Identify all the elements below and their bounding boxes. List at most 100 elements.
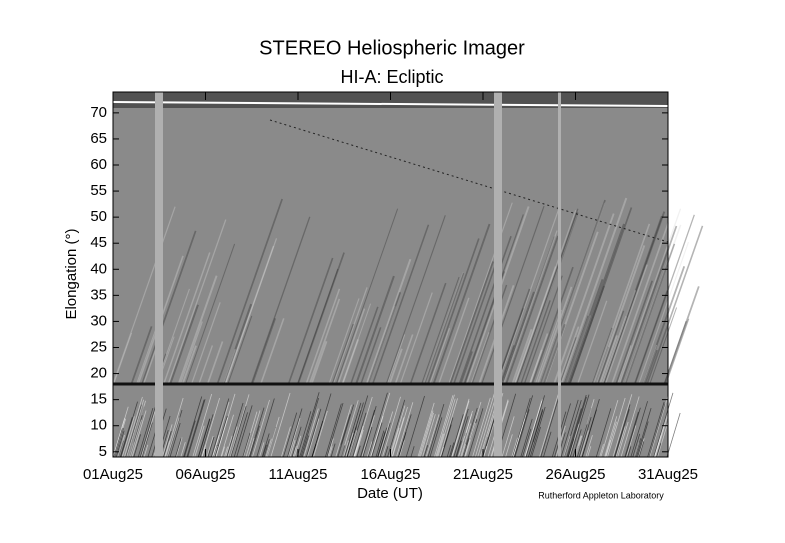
- texture-streak: [313, 410, 328, 458]
- texture-streak: [306, 408, 322, 458]
- texture-streak: [248, 407, 265, 458]
- texture-streak: [601, 316, 628, 385]
- texture-streak: [283, 412, 298, 458]
- texture-streak: [385, 215, 446, 385]
- texture-streak: [175, 438, 182, 458]
- texture-streak: [350, 306, 379, 385]
- texture-streak: [392, 406, 408, 458]
- texture-streak: [125, 404, 143, 458]
- y-axis-label: Elongation (°): [63, 228, 80, 319]
- texture-streak: [665, 318, 690, 385]
- texture-streak: [603, 211, 666, 385]
- texture-streak: [378, 411, 394, 458]
- texture-streak: [557, 326, 580, 385]
- texture-streak: [227, 315, 253, 385]
- texture-streak: [292, 445, 297, 458]
- texture-streak: [427, 403, 445, 458]
- y-tick-label: 45: [90, 234, 107, 251]
- texture-streak: [169, 304, 199, 385]
- texture-streak: [604, 264, 648, 385]
- texture-streak: [560, 399, 579, 458]
- texture-streak: [624, 411, 639, 458]
- texture-streak: [569, 394, 590, 458]
- texture-streak: [252, 399, 270, 458]
- texture-streak: [638, 241, 689, 385]
- data-gap: [494, 92, 502, 457]
- texture-streak: [531, 266, 574, 385]
- texture-streak: [434, 395, 454, 458]
- texture-streak: [201, 445, 206, 458]
- texture-streak: [142, 346, 158, 385]
- texture-streak: [308, 298, 341, 385]
- texture-streak: [365, 258, 412, 385]
- texture-streak: [167, 219, 227, 385]
- texture-streak: [242, 432, 251, 458]
- texture-streak: [440, 417, 454, 458]
- y-tick-label: 70: [90, 104, 107, 121]
- texture-streak: [422, 414, 436, 458]
- texture-streak: [180, 441, 186, 458]
- texture-streak: [353, 396, 373, 458]
- texture-streak: [163, 430, 172, 458]
- y-tick-label: 20: [90, 365, 107, 382]
- texture-streak: [197, 418, 211, 458]
- texture-streak: [638, 441, 645, 458]
- texture-streak: [377, 427, 388, 458]
- texture-streak: [384, 446, 389, 458]
- texture-streak: [594, 346, 610, 385]
- texture-streak: [366, 441, 373, 458]
- texture-streak: [627, 446, 632, 458]
- texture-streak: [216, 198, 283, 385]
- texture-streak: [137, 408, 154, 458]
- texture-streak: [198, 345, 214, 385]
- texture-streak: [184, 420, 196, 458]
- texture-streak: [424, 272, 465, 385]
- texture-streak: [341, 339, 359, 385]
- texture-streak: [638, 438, 645, 458]
- texture-streak: [164, 440, 170, 458]
- texture-streak: [543, 324, 566, 385]
- texture-streak: [524, 399, 543, 458]
- texture-streak: [630, 401, 648, 458]
- texture-streak: [446, 445, 452, 458]
- image-background: [113, 92, 668, 457]
- texture-streak: [229, 394, 250, 458]
- texture-streak: [141, 230, 197, 385]
- texture-streak: [604, 416, 618, 458]
- texture-streak: [222, 303, 253, 385]
- texture-streak: [220, 414, 234, 458]
- texture-streak: [215, 393, 236, 458]
- texture-streak: [580, 430, 589, 458]
- texture-streak: [409, 282, 447, 385]
- texture-streak: [355, 275, 395, 385]
- texture-streak: [529, 406, 546, 458]
- texture-streak: [331, 323, 354, 385]
- texture-streak: [474, 393, 495, 458]
- texture-streak: [300, 397, 320, 458]
- texture-streak: [512, 412, 527, 458]
- texture-streak: [451, 398, 470, 458]
- texture-streak: [449, 442, 455, 458]
- texture-streak: [515, 208, 579, 385]
- texture-streak: [617, 421, 629, 458]
- x-tick-label: 01Aug25: [83, 466, 143, 483]
- texture-streak: [311, 444, 317, 458]
- texture-streak: [604, 439, 611, 458]
- texture-streak: [543, 231, 599, 385]
- texture-streak: [343, 440, 349, 458]
- texture-streak: [418, 410, 434, 458]
- texture-streak: [435, 394, 455, 458]
- texture-streak: [398, 440, 405, 458]
- texture-streak: [592, 223, 651, 385]
- texture-streak: [336, 414, 351, 458]
- texture-streak: [458, 235, 512, 385]
- texture-streak: [502, 230, 558, 385]
- texture-streak: [467, 408, 484, 458]
- texture-streak: [192, 393, 213, 458]
- texture-streak: [222, 348, 236, 385]
- texture-streak: [243, 411, 258, 458]
- texture-streak: [177, 275, 218, 385]
- x-tick-label: 26Aug25: [545, 466, 605, 483]
- texture-streak: [289, 440, 296, 458]
- texture-streak: [565, 278, 604, 385]
